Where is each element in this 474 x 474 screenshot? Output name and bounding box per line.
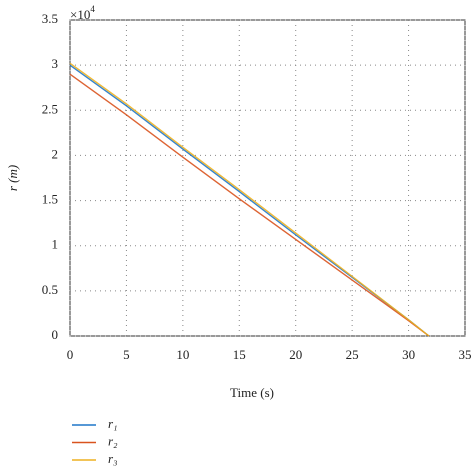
- y-tick-label: 0.5: [42, 282, 58, 297]
- x-tick-label: 30: [402, 347, 415, 362]
- multiplier-base: ×10: [70, 7, 90, 22]
- series-line: [69, 73, 430, 337]
- legend-label: r₂: [108, 433, 118, 448]
- x-tick-label: 20: [289, 347, 302, 362]
- x-tick-label: 10: [176, 347, 189, 362]
- plot-frame: [69, 19, 466, 337]
- y-tick-label: 0: [52, 327, 59, 342]
- y-axis-label: r (m): [5, 165, 20, 191]
- legend-label: r₁: [108, 416, 118, 431]
- y-tick-label: 3: [52, 56, 59, 71]
- y-tick-label: 1: [52, 237, 59, 252]
- y-tick-label: 3.5: [42, 11, 58, 26]
- y-tick-label: 1.5: [42, 192, 58, 207]
- x-tick-label: 25: [346, 347, 359, 362]
- y-multiplier: ×104: [70, 4, 95, 22]
- x-tick-label: 35: [459, 347, 472, 362]
- series-line: [69, 62, 430, 337]
- legend-label: r₃: [108, 451, 118, 466]
- multiplier-exponent: 4: [90, 4, 95, 14]
- x-tick-label: 15: [233, 347, 246, 362]
- y-tick-label: 2.5: [42, 101, 58, 116]
- x-tick-label: 0: [67, 347, 74, 362]
- x-axis-label: Time (s): [230, 385, 274, 400]
- x-tick-label: 5: [123, 347, 130, 362]
- y-tick-label: 2: [52, 146, 59, 161]
